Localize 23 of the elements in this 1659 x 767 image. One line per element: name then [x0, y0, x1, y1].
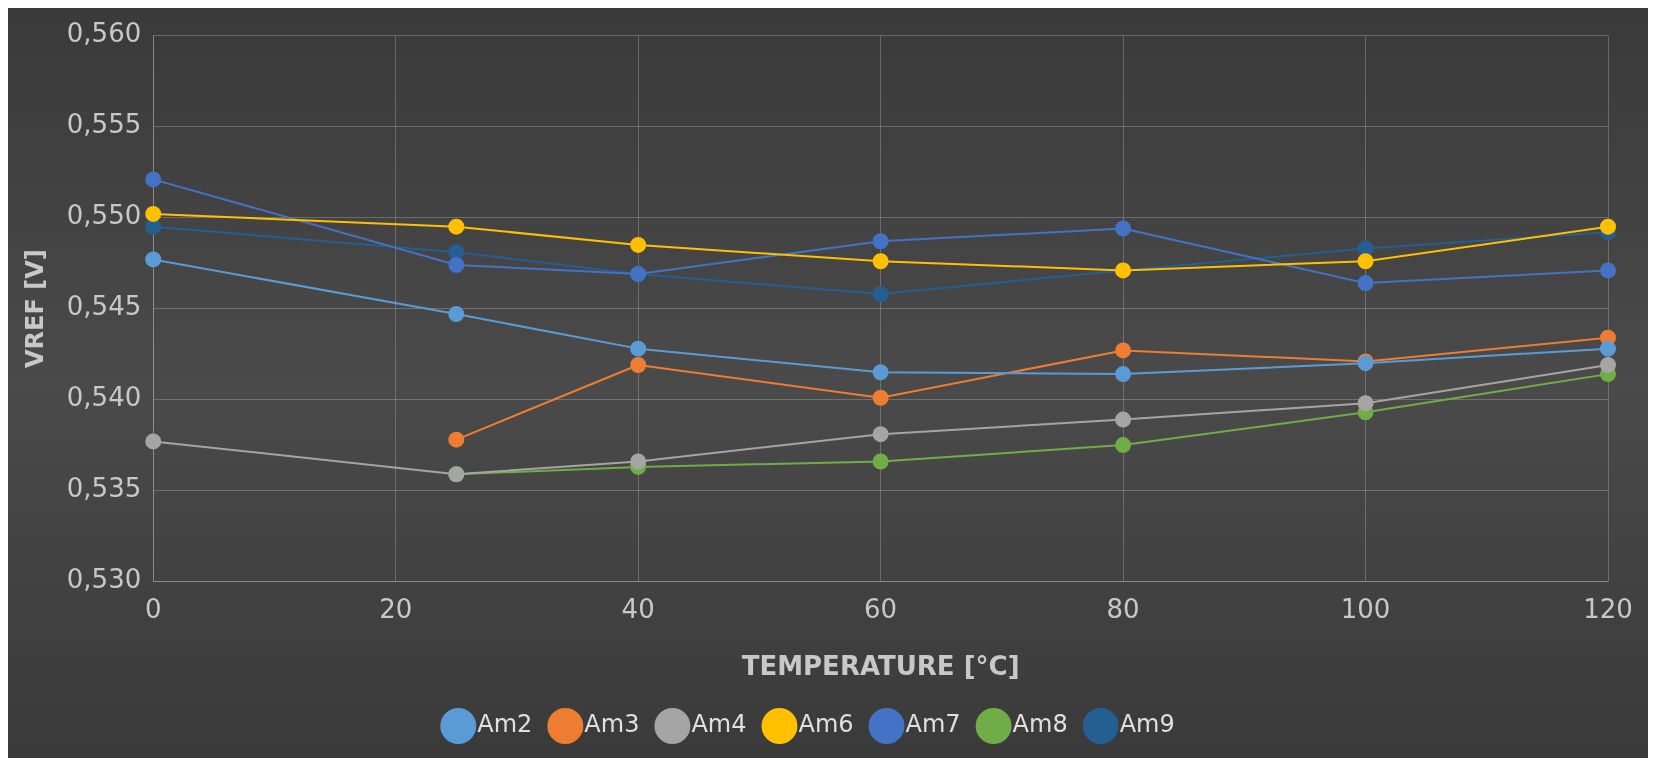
x-tick-label: 80	[1106, 593, 1140, 624]
x-tick-label: 120	[1583, 593, 1633, 624]
legend-label: Am8	[1012, 710, 1068, 739]
y-tick-label: 0,535	[66, 473, 142, 504]
y-tick-label: 0,530	[66, 564, 142, 595]
x-axis-title: TEMPERATURE [°C]	[741, 651, 1020, 682]
y-axis-title: VREF [V]	[20, 249, 49, 368]
legend-label: Am7	[905, 710, 961, 739]
y-tick-label: 0,540	[66, 382, 142, 413]
y-tick-label: 0,550	[66, 200, 142, 231]
x-tick-label: 40	[621, 593, 655, 624]
x-tick-label: 20	[379, 593, 413, 624]
y-tick-label: 0,555	[66, 109, 142, 140]
x-tick-label: 100	[1340, 593, 1391, 624]
y-tick-label: 0,560	[66, 18, 142, 49]
legend-label: Am2	[477, 710, 533, 739]
x-tick-label: 0	[144, 593, 162, 624]
legend-label: Am6	[798, 710, 854, 739]
legend-label: Am3	[584, 710, 640, 739]
x-tick-label: 60	[864, 593, 898, 624]
legend-label: Am4	[691, 710, 747, 739]
y-tick-label: 0,545	[66, 291, 142, 322]
legend-label: Am9	[1119, 710, 1175, 739]
